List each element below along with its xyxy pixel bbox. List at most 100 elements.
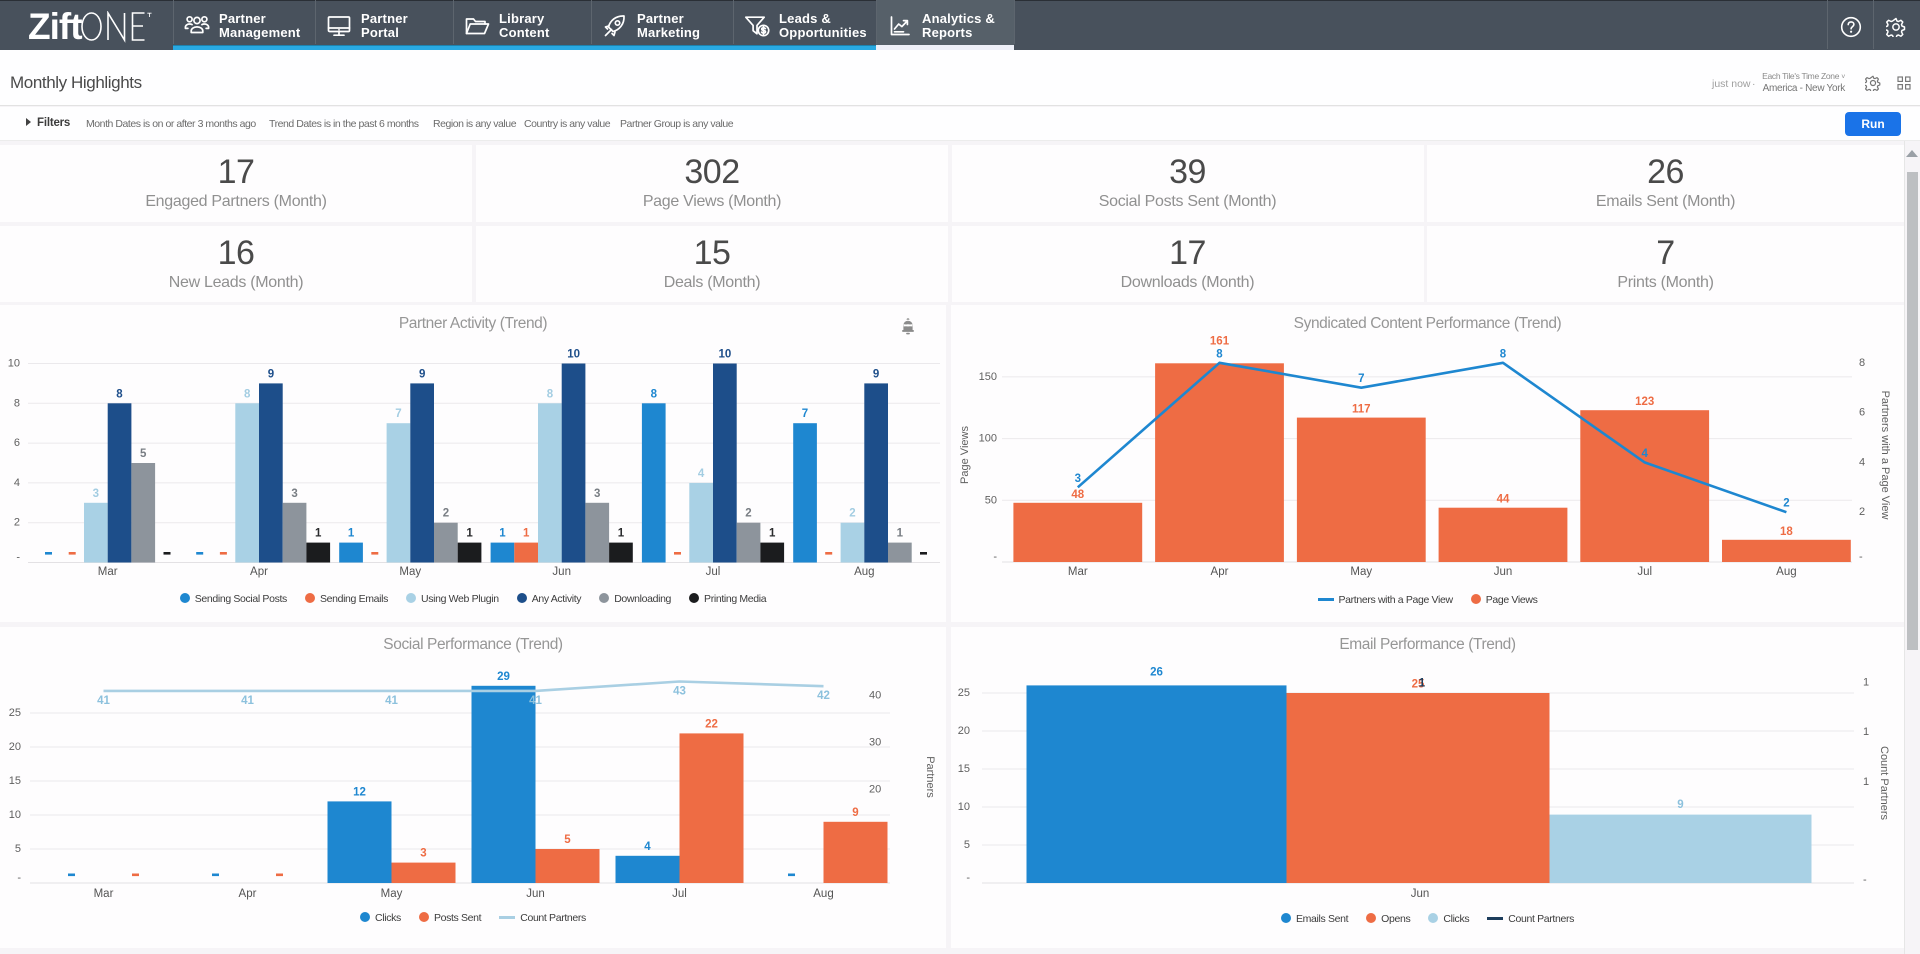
svg-text:-: - — [993, 551, 997, 563]
svg-text:15: 15 — [9, 775, 21, 787]
svg-text:1: 1 — [618, 528, 625, 540]
svg-text:1: 1 — [1863, 726, 1869, 738]
svg-text:Aug: Aug — [854, 566, 874, 578]
svg-text:3: 3 — [93, 488, 99, 500]
svg-text:44: 44 — [1497, 494, 1510, 506]
svg-text:9: 9 — [852, 807, 858, 819]
svg-text:Apr: Apr — [250, 566, 268, 578]
svg-text:1: 1 — [348, 528, 355, 540]
svg-text:43: 43 — [673, 686, 686, 698]
svg-text:100: 100 — [979, 433, 997, 445]
svg-text:Aug: Aug — [813, 888, 833, 900]
svg-text:4: 4 — [1641, 448, 1648, 460]
svg-text:15: 15 — [958, 763, 970, 775]
svg-text:25: 25 — [958, 687, 970, 699]
svg-text:Mar: Mar — [1068, 566, 1088, 578]
svg-text:6: 6 — [14, 437, 20, 449]
svg-text:1: 1 — [1863, 776, 1869, 788]
svg-text:42: 42 — [817, 690, 830, 702]
svg-text:18: 18 — [1780, 526, 1793, 538]
svg-text:Partners with a Page View: Partners with a Page View — [1879, 391, 1891, 520]
svg-text:1: 1 — [1863, 677, 1869, 689]
svg-text:2: 2 — [745, 508, 751, 520]
svg-text:41: 41 — [241, 695, 254, 707]
svg-text:48: 48 — [1071, 489, 1084, 501]
svg-text:7: 7 — [802, 408, 808, 420]
svg-text:3: 3 — [420, 848, 426, 860]
svg-text:Jun: Jun — [552, 566, 571, 578]
svg-text:26: 26 — [1150, 667, 1163, 679]
svg-text:Mar: Mar — [98, 566, 118, 578]
svg-text:9: 9 — [1677, 799, 1683, 811]
svg-text:1: 1 — [466, 528, 473, 540]
svg-text:-: - — [1859, 551, 1863, 563]
svg-text:3: 3 — [1075, 473, 1081, 485]
svg-text:Apr: Apr — [239, 888, 257, 900]
svg-text:6: 6 — [1859, 407, 1865, 419]
svg-text:4: 4 — [14, 477, 20, 489]
svg-text:Jun: Jun — [1411, 888, 1430, 900]
svg-text:8: 8 — [244, 388, 251, 400]
svg-text:9: 9 — [419, 368, 425, 380]
svg-text:-: - — [16, 552, 20, 564]
svg-text:Jul: Jul — [706, 566, 721, 578]
svg-text:10: 10 — [719, 349, 732, 361]
svg-text:5: 5 — [564, 834, 571, 846]
svg-text:8: 8 — [1500, 348, 1507, 360]
svg-text:9: 9 — [268, 368, 274, 380]
svg-text:May: May — [1350, 566, 1372, 578]
svg-text:5: 5 — [15, 843, 21, 855]
svg-text:May: May — [381, 888, 403, 900]
svg-text:8: 8 — [1859, 357, 1865, 369]
svg-text:8: 8 — [14, 397, 20, 409]
svg-text:20: 20 — [869, 783, 881, 795]
svg-text:4: 4 — [698, 468, 705, 480]
svg-text:8: 8 — [651, 388, 658, 400]
svg-text:40: 40 — [869, 690, 881, 702]
svg-text:2: 2 — [1859, 506, 1865, 518]
svg-text:1: 1 — [1419, 678, 1426, 690]
svg-text:Page Views: Page Views — [959, 426, 971, 484]
svg-text:123: 123 — [1635, 396, 1654, 408]
svg-text:29: 29 — [497, 671, 510, 683]
svg-text:41: 41 — [529, 695, 542, 707]
svg-text:8: 8 — [1216, 348, 1223, 360]
svg-text:7: 7 — [395, 408, 401, 420]
svg-text:1: 1 — [769, 528, 776, 540]
svg-text:Apr: Apr — [1211, 566, 1229, 578]
svg-text:41: 41 — [385, 695, 398, 707]
svg-text:10: 10 — [8, 358, 20, 370]
svg-text:22: 22 — [705, 718, 718, 730]
svg-text:Aug: Aug — [1776, 566, 1796, 578]
svg-text:10: 10 — [567, 349, 580, 361]
svg-text:-: - — [966, 872, 970, 884]
svg-text:2: 2 — [849, 508, 855, 520]
svg-text:1: 1 — [499, 528, 506, 540]
svg-text:4: 4 — [1859, 456, 1865, 468]
svg-text:Jul: Jul — [672, 888, 687, 900]
svg-text:10: 10 — [9, 809, 21, 821]
svg-text:3: 3 — [594, 488, 600, 500]
svg-text:10: 10 — [958, 801, 970, 813]
svg-text:9: 9 — [873, 368, 879, 380]
svg-text:7: 7 — [1358, 373, 1364, 385]
svg-text:161: 161 — [1210, 335, 1230, 347]
svg-text:Partners: Partners — [924, 756, 936, 798]
svg-text:25: 25 — [1412, 679, 1425, 691]
svg-text:1: 1 — [315, 528, 322, 540]
svg-text:Jun: Jun — [1494, 566, 1513, 578]
svg-text:1: 1 — [897, 528, 904, 540]
svg-text:150: 150 — [979, 371, 997, 383]
svg-text:2: 2 — [443, 508, 449, 520]
svg-text:20: 20 — [958, 725, 970, 737]
svg-text:12: 12 — [353, 786, 366, 798]
svg-text:Jul: Jul — [1637, 566, 1652, 578]
svg-text:5: 5 — [964, 839, 970, 851]
svg-text:2: 2 — [14, 517, 20, 529]
svg-text:8: 8 — [547, 388, 554, 400]
svg-text:8: 8 — [116, 388, 123, 400]
svg-text:50: 50 — [985, 494, 997, 506]
svg-text:5: 5 — [140, 448, 147, 460]
svg-text:3: 3 — [291, 488, 297, 500]
svg-text:-: - — [17, 872, 21, 884]
